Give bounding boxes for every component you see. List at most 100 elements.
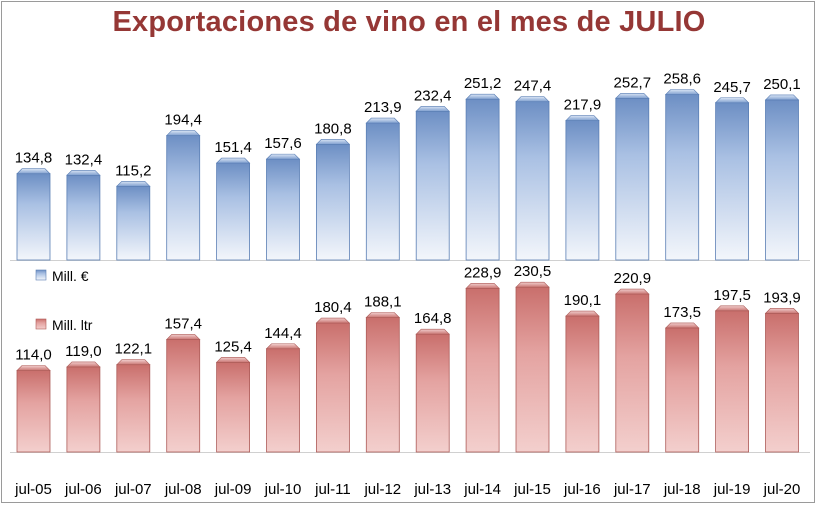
x-tick-label-jul-20: jul-20 — [763, 481, 801, 498]
bar-cap-litres-jul-11 — [315, 317, 351, 324]
bar-litres-jul-07 — [116, 364, 151, 453]
bar-cap-euros-jul-05 — [16, 168, 51, 175]
x-tick-label-jul-06: jul-06 — [64, 481, 102, 498]
x-tick-label-jul-10: jul-10 — [264, 481, 302, 498]
bar-euros-jul-08 — [166, 135, 201, 261]
bar-euros-jul-07 — [116, 185, 151, 261]
x-tick-label-jul-18: jul-18 — [663, 481, 701, 498]
bar-euros-jul-09 — [216, 162, 251, 261]
bar-cap-euros-jul-07 — [116, 180, 151, 187]
bar-cap-euros-jul-10 — [265, 153, 301, 160]
data-label-euros-jul-14: 251,2 — [464, 75, 502, 92]
data-label-litres-jul-10: 144,4 — [264, 325, 302, 342]
data-label-litres-jul-12: 188,1 — [364, 294, 402, 311]
bar-cap-litres-jul-07 — [116, 359, 151, 365]
bar-litres-jul-15 — [515, 286, 550, 453]
bar-cap-litres-jul-16 — [565, 310, 600, 317]
data-label-euros-jul-10: 157,6 — [264, 135, 302, 152]
data-label-euros-jul-12: 213,9 — [364, 99, 402, 116]
data-label-euros-jul-16: 217,9 — [564, 97, 602, 114]
bar-euros-jul-20 — [765, 99, 799, 261]
data-label-litres-jul-06: 119,0 — [65, 343, 101, 360]
bar-cap-euros-jul-11 — [315, 138, 351, 145]
x-tick-label-jul-14: jul-14 — [463, 481, 501, 498]
data-label-litres-jul-05: 114,0 — [15, 346, 51, 363]
bar-euros-jul-11 — [315, 143, 350, 261]
bar-euros-jul-14 — [465, 98, 500, 261]
bar-cap-litres-jul-17 — [615, 288, 650, 295]
x-tick-label-jul-16: jul-16 — [563, 481, 601, 498]
bar-euros-jul-18 — [665, 94, 700, 261]
bar-litres-jul-13 — [415, 333, 450, 453]
bar-cap-euros-jul-06 — [66, 169, 101, 176]
bar-litres-jul-18 — [665, 327, 700, 453]
data-label-litres-jul-09: 125,4 — [214, 338, 252, 355]
bar-cap-euros-jul-17 — [615, 92, 650, 99]
bar-euros-jul-10 — [266, 158, 300, 261]
data-label-litres-jul-19: 197,5 — [713, 287, 751, 304]
data-label-euros-jul-15: 247,4 — [514, 78, 552, 95]
legend: Mill. € Mill. ltr — [35, 268, 93, 333]
bar-litres-jul-12 — [365, 317, 400, 453]
legend-label-litres: Mill. ltr — [52, 317, 93, 333]
bar-cap-litres-jul-09 — [215, 357, 251, 363]
bar-litres-jul-10 — [266, 348, 300, 453]
bar-cap-litres-jul-20 — [764, 308, 800, 314]
x-tick-label-jul-17: jul-17 — [613, 481, 651, 498]
x-tick-label-jul-19: jul-19 — [713, 481, 751, 498]
bar-cap-euros-jul-12 — [365, 117, 401, 124]
bar-cap-euros-jul-13 — [415, 105, 450, 112]
bar-euros-jul-12 — [365, 122, 400, 261]
data-label-euros-jul-07: 115,2 — [115, 162, 151, 179]
bar-cap-litres-jul-12 — [365, 312, 401, 318]
x-tick-label-jul-05: jul-05 — [14, 481, 52, 498]
bar-litres-jul-17 — [615, 293, 650, 453]
bar-cap-litres-jul-06 — [66, 361, 101, 368]
bar-cap-euros-jul-19 — [714, 97, 750, 104]
data-label-euros-jul-18: 258,6 — [663, 70, 701, 87]
bar-litres-jul-20 — [765, 312, 799, 453]
x-axis: jul-05 jul-06 jul-07 jul-08 jul-09 jul-10 jul-… — [14, 481, 800, 498]
bar-litres-jul-06 — [66, 366, 101, 453]
data-label-euros-jul-06: 132,4 — [65, 151, 103, 168]
bar-cap-litres-jul-14 — [465, 283, 500, 289]
bar-euros-jul-19 — [715, 102, 749, 261]
x-tick-label-jul-08: jul-08 — [164, 481, 202, 498]
x-tick-label-jul-11: jul-11 — [314, 481, 351, 498]
bar-litres-jul-14 — [465, 287, 500, 453]
data-label-litres-jul-08: 157,4 — [164, 315, 202, 332]
x-tick-label-jul-07: jul-07 — [114, 481, 152, 498]
bar-euros-jul-06 — [66, 174, 101, 261]
bar-euros-jul-16 — [565, 120, 600, 261]
data-label-euros-jul-08: 194,4 — [164, 112, 202, 129]
bar-cap-litres-jul-10 — [265, 343, 301, 350]
data-label-euros-jul-09: 151,4 — [214, 139, 252, 156]
data-label-euros-jul-05: 134,8 — [15, 150, 53, 167]
data-label-litres-jul-14: 228,9 — [464, 264, 502, 281]
data-label-euros-jul-19: 245,7 — [713, 79, 751, 96]
top-panel: 134,8 132,4 115,2 194,4 151,4 157,6 180,8 213,9… — [10, 70, 810, 261]
legend-swatch-litres — [35, 318, 47, 330]
bar-euros-jul-17 — [615, 97, 650, 261]
bar-cap-litres-jul-19 — [714, 305, 750, 312]
bar-cap-euros-jul-16 — [565, 115, 600, 121]
data-label-euros-jul-13: 232,4 — [414, 87, 452, 104]
data-label-litres-jul-18: 173,5 — [663, 304, 701, 321]
bar-euros-jul-05 — [16, 173, 51, 261]
x-tick-label-jul-12: jul-12 — [363, 481, 401, 498]
bar-litres-jul-09 — [216, 361, 251, 453]
bar-cap-euros-jul-08 — [165, 130, 201, 136]
bar-cap-euros-jul-20 — [764, 94, 800, 101]
data-label-litres-jul-07: 122,1 — [115, 341, 153, 358]
bar-cap-litres-jul-05 — [16, 365, 51, 371]
data-label-litres-jul-11: 180,4 — [314, 299, 352, 316]
data-label-euros-jul-20: 250,1 — [763, 76, 801, 93]
x-tick-label-jul-15: jul-15 — [513, 481, 551, 498]
data-label-euros-jul-17: 252,7 — [614, 74, 652, 91]
bottom-panel: 114,0 119,0 122,1 157,4 125,4 144,4 180,4 188,1… — [10, 263, 810, 453]
legend-swatch-euros — [35, 269, 47, 281]
data-label-euros-jul-11: 180,8 — [314, 120, 352, 137]
bar-cap-euros-jul-18 — [664, 89, 700, 95]
bar-cap-litres-jul-08 — [165, 334, 201, 340]
